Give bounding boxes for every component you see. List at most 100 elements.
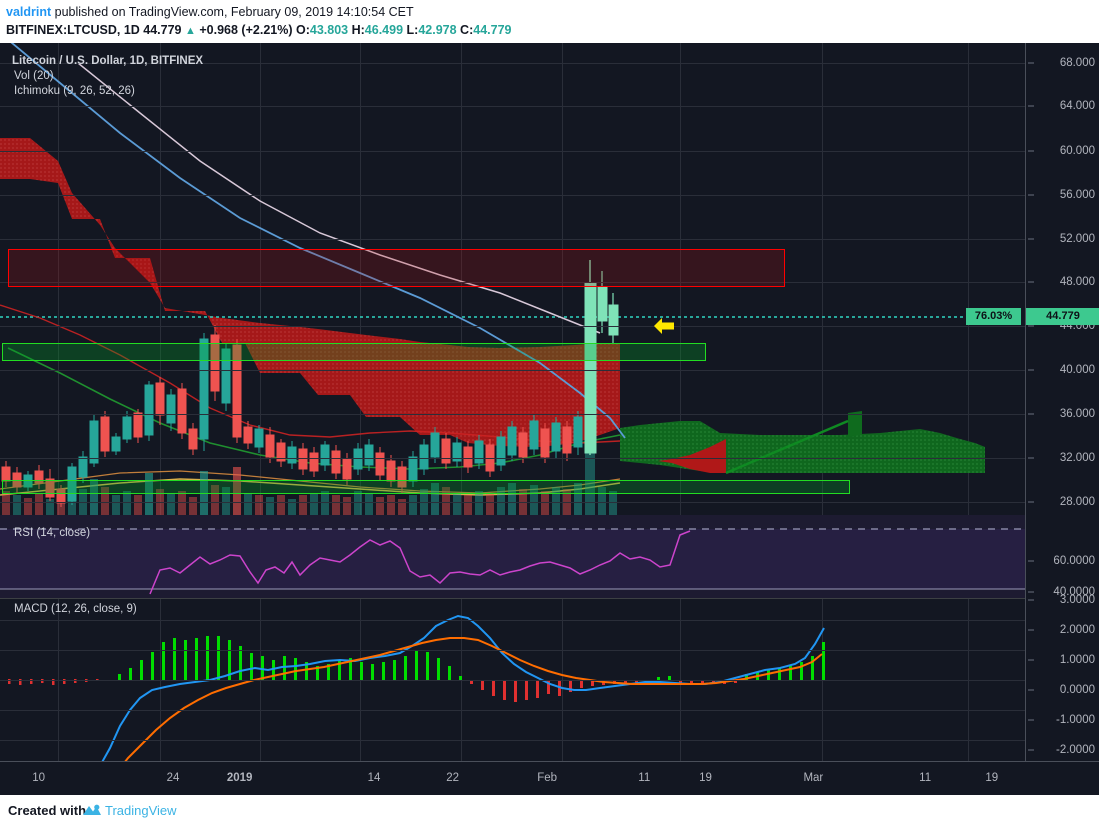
rsi-line: [149, 530, 691, 595]
gridline-h: [0, 458, 1025, 459]
gridline-h: [0, 414, 1025, 415]
author-link[interactable]: valdrint: [6, 5, 52, 19]
axis-tick: 56.000: [1059, 189, 1095, 201]
gridline-v: [822, 43, 823, 761]
legend-volume: Vol (20): [14, 70, 54, 82]
open-label: O:: [295, 23, 310, 37]
gridline-v: [260, 43, 261, 761]
macd-series-svg: [8, 614, 825, 761]
gridline-h: [0, 370, 1025, 371]
publish-text: published on TradingView.com, February 0…: [51, 5, 414, 19]
legend-symbol-title: Litecoin / U.S. Dollar, 1D, BITFINEX: [12, 55, 204, 67]
axis-tick: 52.000: [1059, 233, 1095, 245]
legend-ichimoku: Ichimoku (9, 26, 52, 26): [14, 85, 135, 97]
close-label: C:: [460, 23, 474, 37]
gridline-v: [968, 43, 969, 761]
axis-tick-year: 2019: [226, 772, 253, 784]
gridline-h: [0, 195, 1025, 196]
current-price-badge: 44.779: [1026, 308, 1099, 325]
ichimoku-cloud-bullish: [620, 421, 985, 473]
gridline-h: [0, 502, 1025, 503]
gridline-v: [58, 43, 59, 761]
gridline-h: [0, 620, 1025, 621]
chart-footer: Created with TradingView: [0, 795, 1099, 830]
chart-canvas[interactable]: Litecoin / U.S. Dollar, 1D, BITFINEX Vol…: [0, 43, 1099, 795]
high-label: H:: [351, 23, 365, 37]
tradingview-logo-icon: [82, 802, 102, 818]
gridline-h: [0, 63, 1025, 64]
axis-tick: 48.000: [1059, 276, 1095, 288]
support-zone-lower-box[interactable]: [2, 480, 850, 494]
gridline-v: [680, 43, 681, 761]
axis-tick: 60.000: [1059, 145, 1095, 157]
axis-tick: 22: [446, 772, 459, 784]
gridline-h: [0, 680, 1025, 681]
senkou-a-rise: [725, 419, 849, 475]
close-value: 44.779: [473, 23, 512, 37]
axis-tick: 2.0000: [1059, 624, 1095, 636]
pane-divider: [0, 598, 1025, 599]
candlestick-series: [1, 260, 619, 507]
legend-rsi: RSI (14, close): [14, 527, 91, 539]
axis-tick: 24: [166, 772, 180, 784]
axis-tick: 36.000: [1059, 408, 1095, 420]
publish-line: valdrint published on TradingView.com, F…: [6, 4, 1099, 20]
macd-signal-line: [124, 637, 823, 761]
legend-macd: MACD (12, 26, close, 9): [14, 603, 137, 615]
price-series-svg: [0, 43, 1000, 515]
price-pane[interactable]: Litecoin / U.S. Dollar, 1D, BITFINEX Vol…: [0, 43, 1025, 515]
gridline-h: [0, 282, 1025, 283]
axis-tick: 11: [638, 772, 651, 784]
ichimoku-spike: [848, 411, 862, 437]
resistance-zone-box[interactable]: [8, 249, 785, 287]
axis-tick: Mar: [803, 772, 824, 784]
price-axis[interactable]: 68.000 64.000 60.000 56.000 52.000 48.00…: [1025, 43, 1099, 795]
gridline-h: [0, 106, 1025, 107]
axis-tick: 40.000: [1059, 364, 1095, 376]
axis-tick: 40.0000: [1053, 586, 1095, 598]
chart-header: valdrint published on TradingView.com, F…: [0, 0, 1099, 43]
price-change: +0.968 (+2.21%): [199, 23, 293, 37]
macd-histogram: [8, 636, 825, 702]
kijun-sen-line: [10, 43, 626, 439]
axis-tick: 32.000: [1059, 452, 1095, 464]
axis-tick: 0.0000: [1059, 684, 1095, 696]
last-price: 44.779: [143, 23, 182, 37]
low-label: L:: [406, 23, 419, 37]
moving-average-yellow: [0, 478, 621, 496]
open-value: 43.803: [309, 23, 349, 37]
axis-tick: 11: [919, 772, 932, 784]
axis-tick: 19: [985, 772, 999, 784]
axis-tick: 68.000: [1059, 57, 1095, 69]
ichimoku-cloud-twist: [658, 439, 726, 473]
axis-tick: -2.0000: [1055, 744, 1095, 756]
moving-average-orange: [0, 470, 621, 494]
time-axis[interactable]: 10 24 2019 14 22 Feb 11 19 Mar 11 19: [0, 761, 1099, 795]
quote-line: BITFINEX:LTCUSD, 1D 44.779 ▲ +0.968 (+2.…: [6, 22, 1099, 39]
axis-tick: 1.0000: [1059, 654, 1095, 666]
axis-tick: Feb: [537, 772, 558, 784]
axis-tick: 64.000: [1059, 100, 1095, 112]
rsi-pane[interactable]: RSI (14, close): [0, 515, 1025, 598]
left-arrow-icon[interactable]: [652, 316, 676, 336]
gridline-h: [0, 650, 1025, 651]
axis-tick: 60.0000: [1053, 555, 1095, 567]
support-zone-upper-box[interactable]: [2, 343, 706, 361]
gridline-h: [0, 326, 1025, 327]
axis-tick: 10: [32, 772, 45, 784]
high-value: 46.499: [364, 23, 404, 37]
ichimoku-cloud-bearish: [0, 138, 620, 447]
symbol-label[interactable]: BITFINEX:LTCUSD, 1D: [6, 23, 140, 37]
gridline-h: [0, 151, 1025, 152]
axis-tick: 19: [699, 772, 712, 784]
up-triangle-icon: ▲: [185, 25, 196, 37]
axis-tick: 28.000: [1059, 496, 1095, 508]
rsi-series-svg: [0, 528, 1025, 595]
axis-tick: 14: [367, 772, 381, 784]
gridline-h: [0, 740, 1025, 741]
created-with-label: Created with: [8, 803, 87, 818]
axis-tick: 3.0000: [1059, 594, 1095, 606]
macd-pane[interactable]: MACD (12, 26, close, 9): [0, 598, 1025, 761]
percent-badge: 76.03%: [966, 308, 1021, 325]
